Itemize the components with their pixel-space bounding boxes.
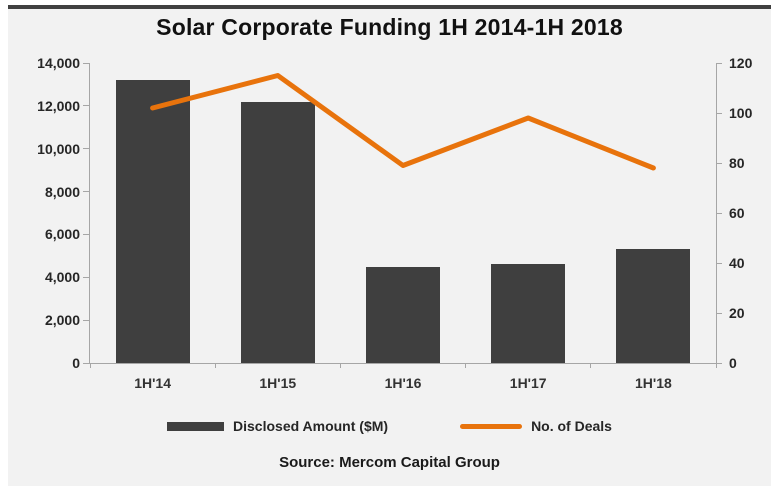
y-axis-label-right: 60	[729, 205, 745, 221]
y-axis-label-right: 0	[729, 355, 737, 371]
y-axis-label-left: 12,000	[37, 97, 80, 114]
x-axis-tick	[465, 363, 467, 368]
legend-item-no-of-deals: No. of Deals	[460, 418, 612, 434]
y-axis-tick-left	[83, 276, 89, 278]
y-axis-label-right: 20	[729, 305, 745, 321]
y-axis-label-right: 100	[729, 105, 753, 121]
source-note: Source: Mercom Capital Group	[279, 454, 500, 471]
y-axis-label-right: 40	[729, 255, 745, 271]
y-axis-tick-right	[716, 262, 722, 264]
no-of-deals-polyline	[150, 73, 656, 171]
x-axis-tick	[339, 363, 341, 368]
y-axis-label-left: 8,000	[44, 183, 80, 200]
y-axis-tick-left	[83, 105, 89, 107]
panel-top-border	[8, 5, 771, 9]
legend-label-disclosed-amount: Disclosed Amount ($M)	[233, 418, 389, 434]
y-axis-label-right: 120	[729, 55, 753, 71]
x-axis-label: 1H'15	[259, 375, 297, 391]
y-axis-label-left: 2,000	[44, 312, 80, 329]
x-axis-label: 1H'14	[134, 375, 171, 391]
bar-1H'16	[366, 266, 440, 363]
y-axis-tick-left	[83, 233, 89, 235]
chart-title: Solar Corporate Funding 1H 2014-1H 2018	[156, 14, 623, 40]
y-axis-tick-right	[716, 112, 722, 114]
y-axis-tick-left	[83, 191, 89, 193]
y-axis-tick-right	[716, 312, 722, 314]
y-axis-label-left: 10,000	[37, 140, 80, 157]
legend: Disclosed Amount ($M) No. of Deals	[8, 418, 771, 434]
line-series-swatch	[460, 423, 523, 429]
x-axis-label: 1H'18	[634, 375, 672, 391]
y-axis-tick-left	[83, 362, 89, 364]
y-axis-tick-right	[716, 62, 722, 64]
y-axis-tick-right	[716, 162, 722, 164]
x-axis-tick	[89, 363, 91, 368]
x-axis-label: 1H'16	[384, 375, 422, 391]
chart-panel: Solar Corporate Funding 1H 2014-1H 2018 …	[8, 5, 771, 486]
bar-1H'18	[616, 249, 691, 363]
plot-area: 0 2,000 4,000 6,000 8,000 10,000 12,000 14,000 …	[37, 55, 752, 391]
bar-1H'17	[491, 264, 566, 363]
y-axis-label-left: 14,000	[37, 55, 80, 71]
y-axis-label-left: 0	[72, 355, 80, 371]
legend-label-no-of-deals: No. of Deals	[531, 418, 612, 434]
x-axis-label: 1H'17	[509, 375, 547, 391]
y-axis-label-left: 6,000	[44, 226, 80, 243]
y-axis-tick-left	[83, 62, 89, 64]
bar-series-swatch	[167, 421, 225, 431]
deals-line	[150, 73, 656, 171]
bar-1H'15	[240, 101, 315, 363]
y-axis-label-left: 4,000	[44, 269, 80, 286]
legend-item-disclosed-amount: Disclosed Amount ($M)	[167, 418, 388, 434]
bar-1H'14	[115, 80, 190, 363]
x-axis-tick	[715, 363, 717, 368]
y-axis-label-right: 80	[729, 155, 745, 171]
x-axis-tick	[590, 363, 592, 368]
y-axis-tick-right	[716, 362, 722, 364]
y-axis-tick-right	[716, 212, 722, 214]
x-axis-tick	[214, 363, 216, 368]
y-axis-tick-left	[83, 148, 89, 150]
y-axis-tick-left	[83, 319, 89, 321]
